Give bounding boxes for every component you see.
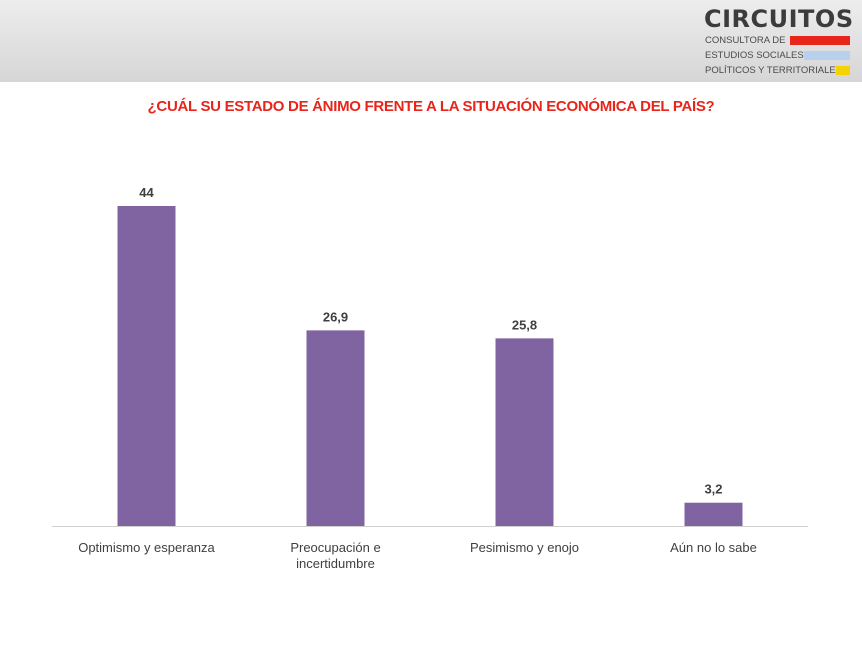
bar-3: [684, 502, 743, 526]
category-label-2: Pesimismo y enojo: [470, 540, 579, 555]
category-label-0: Optimismo y esperanza: [78, 540, 215, 555]
logo-bar-blue: [804, 51, 850, 60]
header-band: [0, 0, 862, 82]
data-label-0: 44: [139, 185, 154, 200]
logo-name: CIRCUITOS: [704, 5, 854, 33]
logo-line-2: ESTUDIOS SOCIALES,: [705, 50, 807, 61]
logo-line-1: CONSULTORA DE: [705, 35, 786, 46]
data-label-2: 25,8: [512, 317, 537, 332]
category-label-1-line-0: Preocupación e: [290, 540, 380, 555]
bar-0: [117, 206, 176, 526]
bar-2: [495, 338, 554, 526]
bar-1: [306, 330, 365, 526]
category-label-3: Aún no lo sabe: [670, 540, 757, 555]
logo-bar-red: [790, 36, 850, 45]
chart-title: ¿CUÁL SU ESTADO DE ÁNIMO FRENTE A LA SIT…: [147, 98, 715, 115]
logo-bar-yellow: [836, 66, 850, 75]
data-label-1: 26,9: [323, 309, 348, 324]
circuitos-logo: CIRCUITOS CONSULTORA DE ESTUDIOS SOCIALE…: [704, 5, 856, 79]
category-label-1-line-1: incertidumbre: [296, 556, 375, 571]
logo-line-3: POLÍTICOS Y TERRITORIALES: [705, 65, 843, 76]
data-label-3: 3,2: [704, 482, 722, 497]
